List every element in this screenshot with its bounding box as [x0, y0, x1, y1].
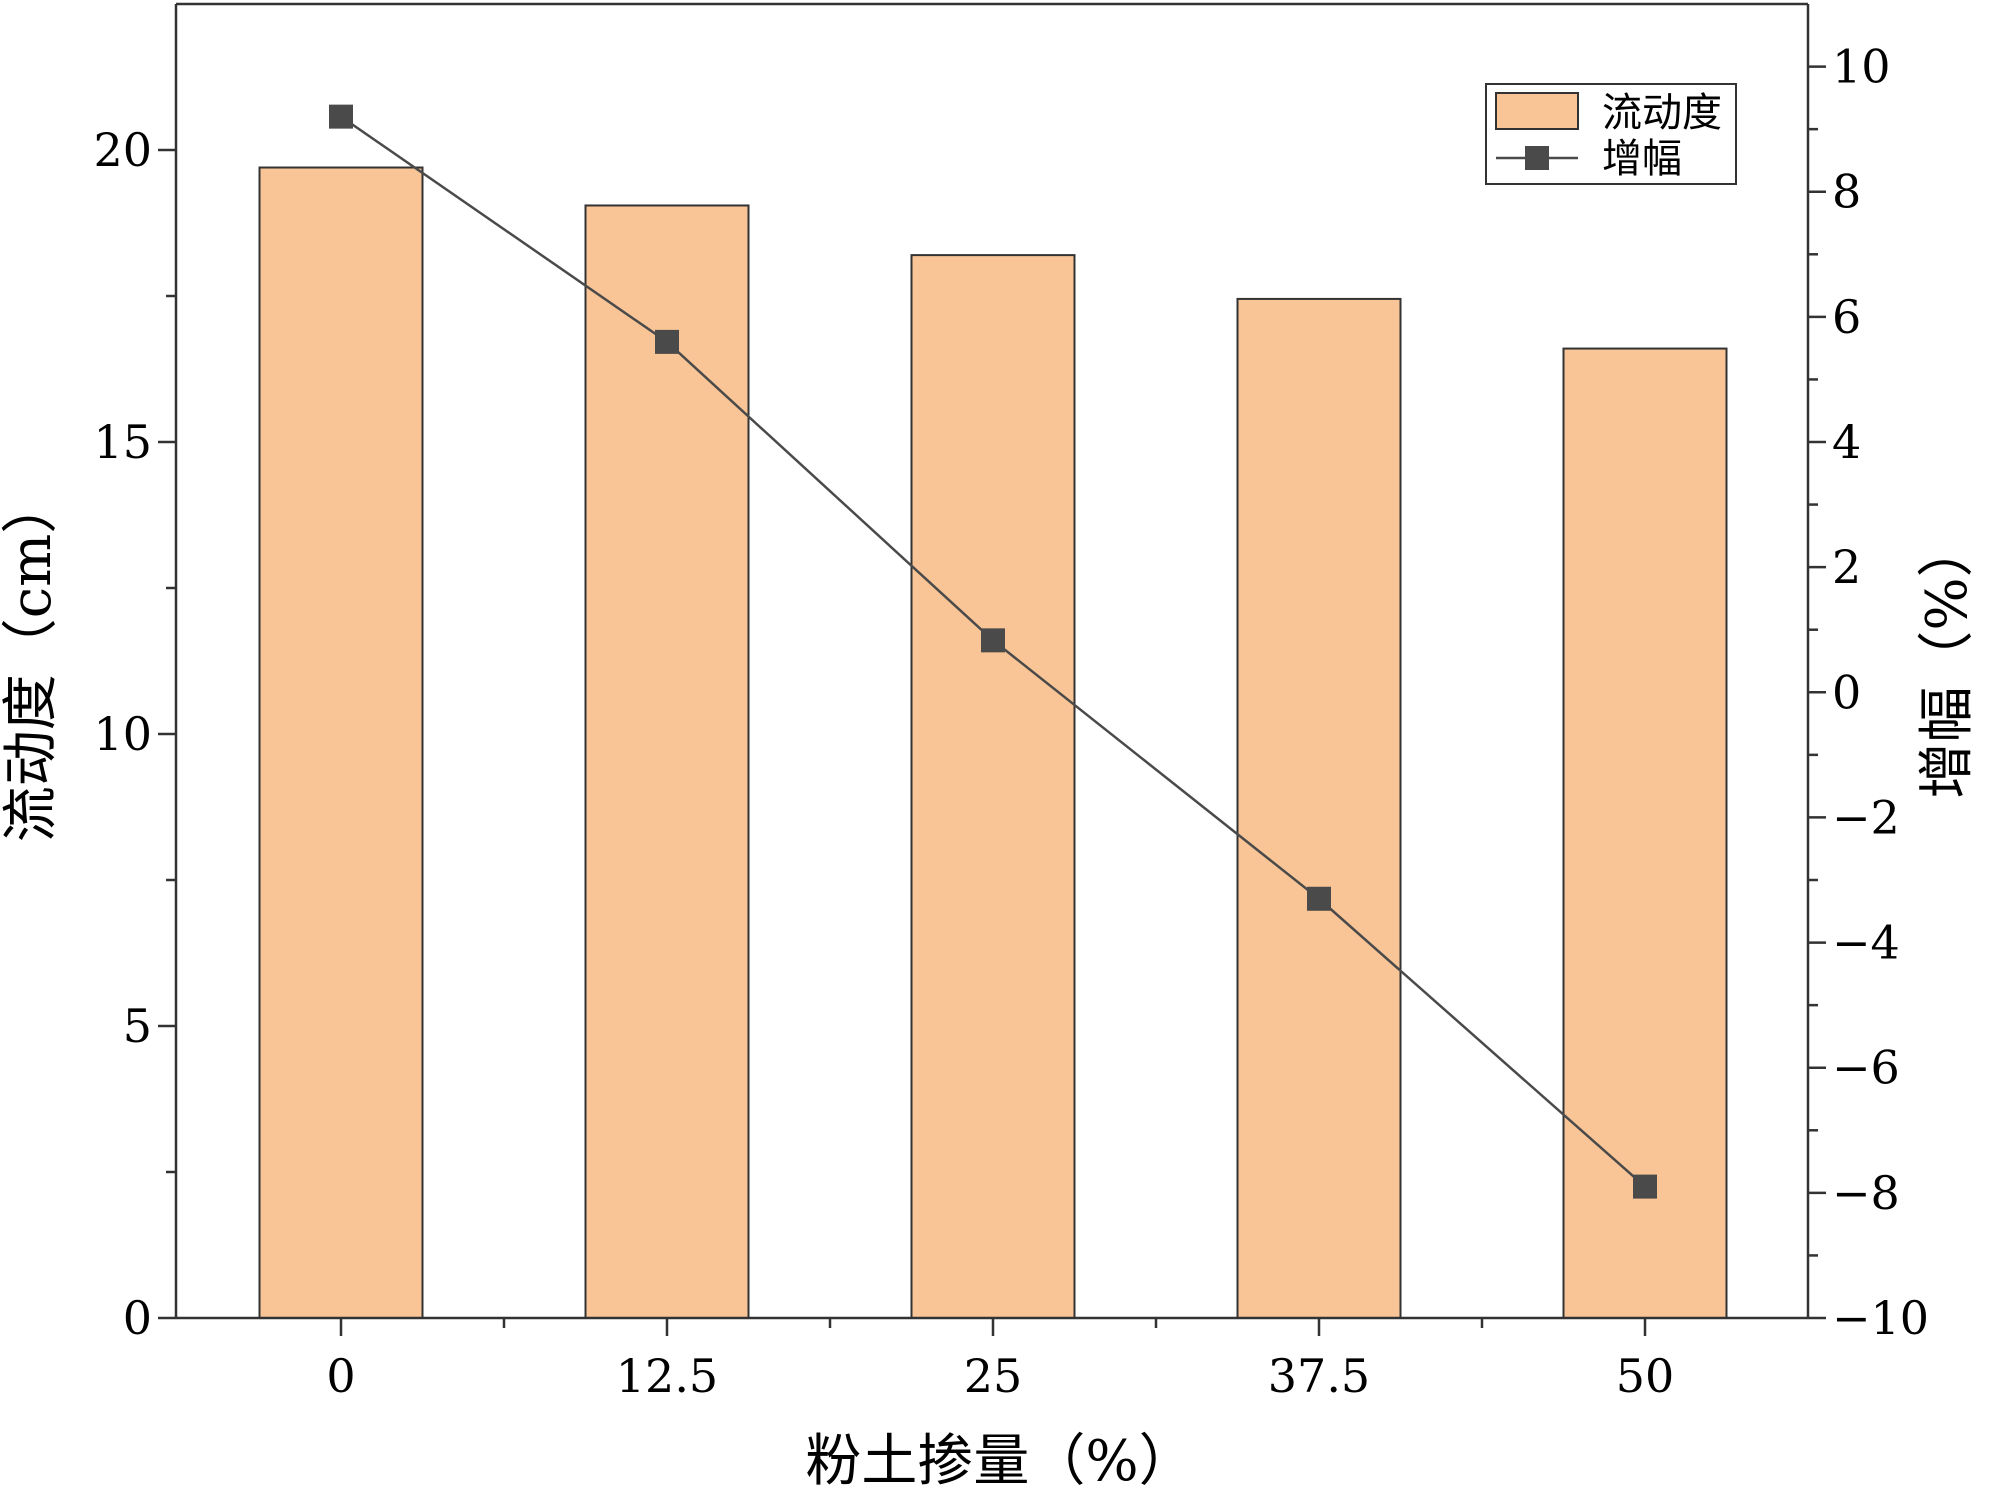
right-y-tick-label-8: 8: [1832, 165, 1861, 219]
right-y-tick-label-2: 2: [1832, 540, 1861, 594]
x-tick-label-25: 25: [964, 1349, 1023, 1403]
left-y-tick-label-15: 15: [93, 415, 152, 469]
legend: 流动度 增幅: [1485, 83, 1737, 185]
increase-marker-50: [1633, 1174, 1657, 1199]
left-y-tick-label-5: 5: [123, 999, 152, 1053]
left-y-axis-title: 流动度（cm）: [0, 478, 64, 842]
legend-swatch-marker: [1525, 146, 1549, 170]
right-y-tick-label-4: 4: [1832, 415, 1861, 469]
legend-label-bar: 流动度: [1602, 90, 1722, 136]
right-y-tick-label--6: −6: [1832, 1041, 1900, 1095]
increase-marker-25: [981, 628, 1005, 653]
right-y-axis-title: 增幅（%）: [1915, 521, 1980, 798]
x-tick-label-37.5: 37.5: [1268, 1349, 1370, 1403]
axes-layer: [158, 2, 1826, 1336]
bar-25: [910, 254, 1076, 1319]
bar-50: [1562, 347, 1728, 1319]
bar-37.5: [1236, 297, 1402, 1320]
bar-12.5: [584, 204, 750, 1320]
right-y-tick-label--4: −4: [1832, 916, 1900, 970]
increase-marker-0: [329, 104, 353, 129]
increase-marker-37.5: [1307, 886, 1331, 911]
labels-layer: 0 12.5 25 37.5 50 0 5 10 15 20 −10 −8 −6 −4 −2 0 2 4 6 8 10: [93, 40, 1929, 1403]
right-y-tick-label--8: −8: [1832, 1166, 1900, 1220]
increase-marker-12.5: [655, 329, 679, 354]
right-y-tick-label-0: 0: [1832, 665, 1861, 719]
x-tick-label-50: 50: [1616, 1349, 1675, 1403]
left-y-tick-label-10: 10: [93, 707, 152, 761]
right-y-tick-label-10: 10: [1832, 40, 1891, 94]
left-y-tick-label-0: 0: [123, 1291, 152, 1345]
bar-0: [258, 166, 424, 1319]
x-tick-label-0: 0: [326, 1349, 355, 1403]
legend-swatch-bar: [1495, 92, 1579, 130]
right-y-tick-label--2: −2: [1832, 790, 1900, 844]
x-tick-label-12.5: 12.5: [616, 1349, 718, 1403]
right-y-tick-label--10: −10: [1832, 1291, 1929, 1345]
right-y-tick-label-6: 6: [1832, 290, 1861, 344]
x-axis-title: 粉土掺量（%）: [805, 1429, 1194, 1492]
left-y-tick-label-20: 20: [93, 123, 152, 177]
bars-layer: [258, 166, 1728, 1320]
legend-label-line: 增幅: [1602, 136, 1682, 182]
line-layer: [329, 104, 1657, 1199]
